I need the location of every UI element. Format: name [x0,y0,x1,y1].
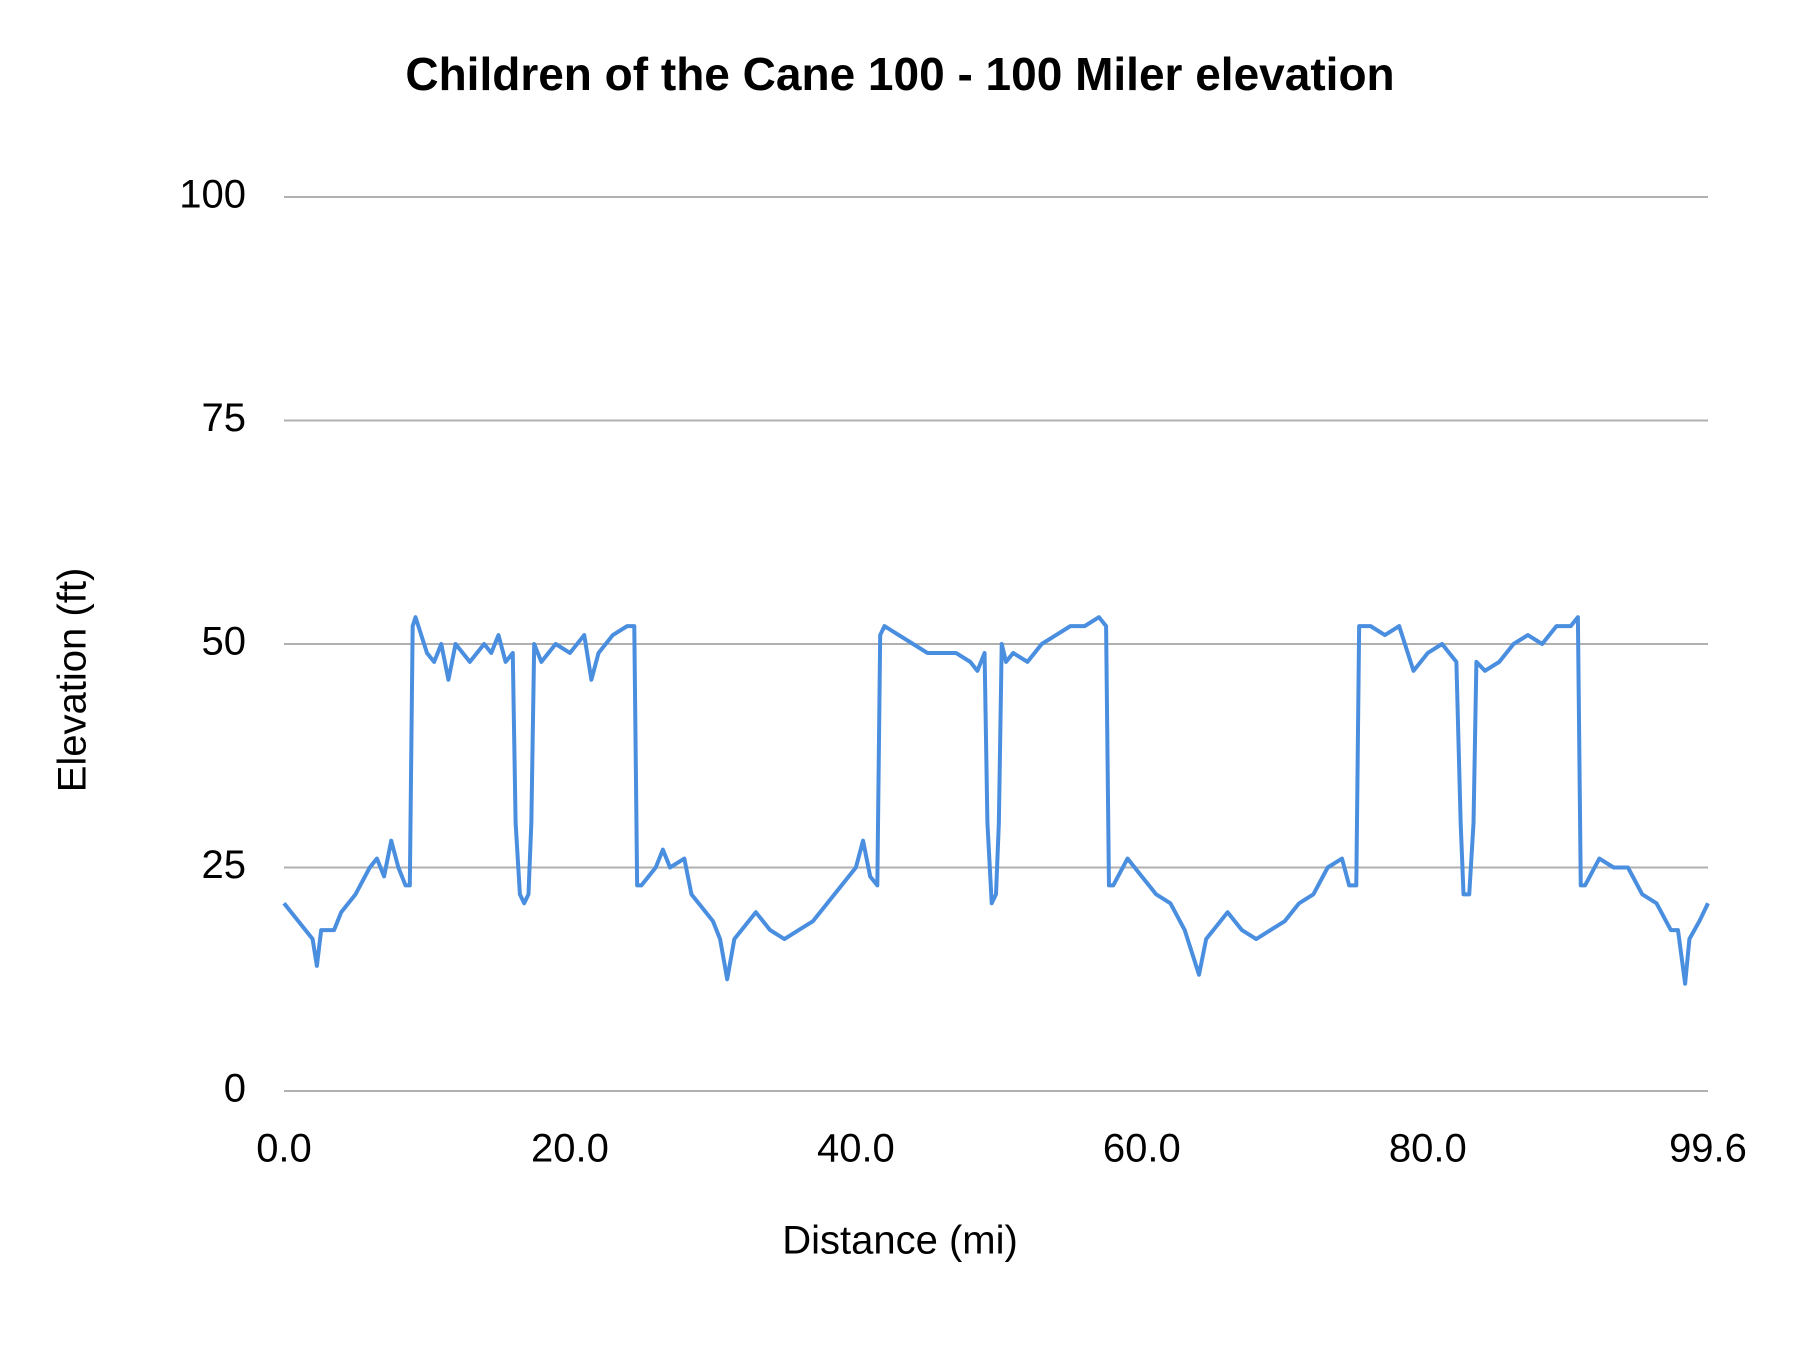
y-tick-label: 50 [202,620,247,664]
y-tick-label: 0 [224,1067,246,1111]
x-axis-label: Distance (mi) [782,1219,1018,1263]
x-tick-label: 60.0 [1103,1127,1181,1171]
x-tick-label: 80.0 [1389,1127,1467,1171]
x-tick-label: 20.0 [531,1127,609,1171]
x-tick-label: 99.6 [1669,1127,1747,1171]
y-tick-label: 25 [202,843,247,887]
elevation-line [282,615,1710,986]
x-tick-label: 0.0 [256,1127,312,1171]
y-axis-label: Elevation (ft) [51,568,95,793]
x-tick-label: 40.0 [817,1127,895,1171]
y-tick-label: 100 [179,173,246,217]
y-tick-label: 75 [202,396,247,440]
chart-title: Children of the Cane 100 - 100 Miler ele… [405,48,1394,100]
